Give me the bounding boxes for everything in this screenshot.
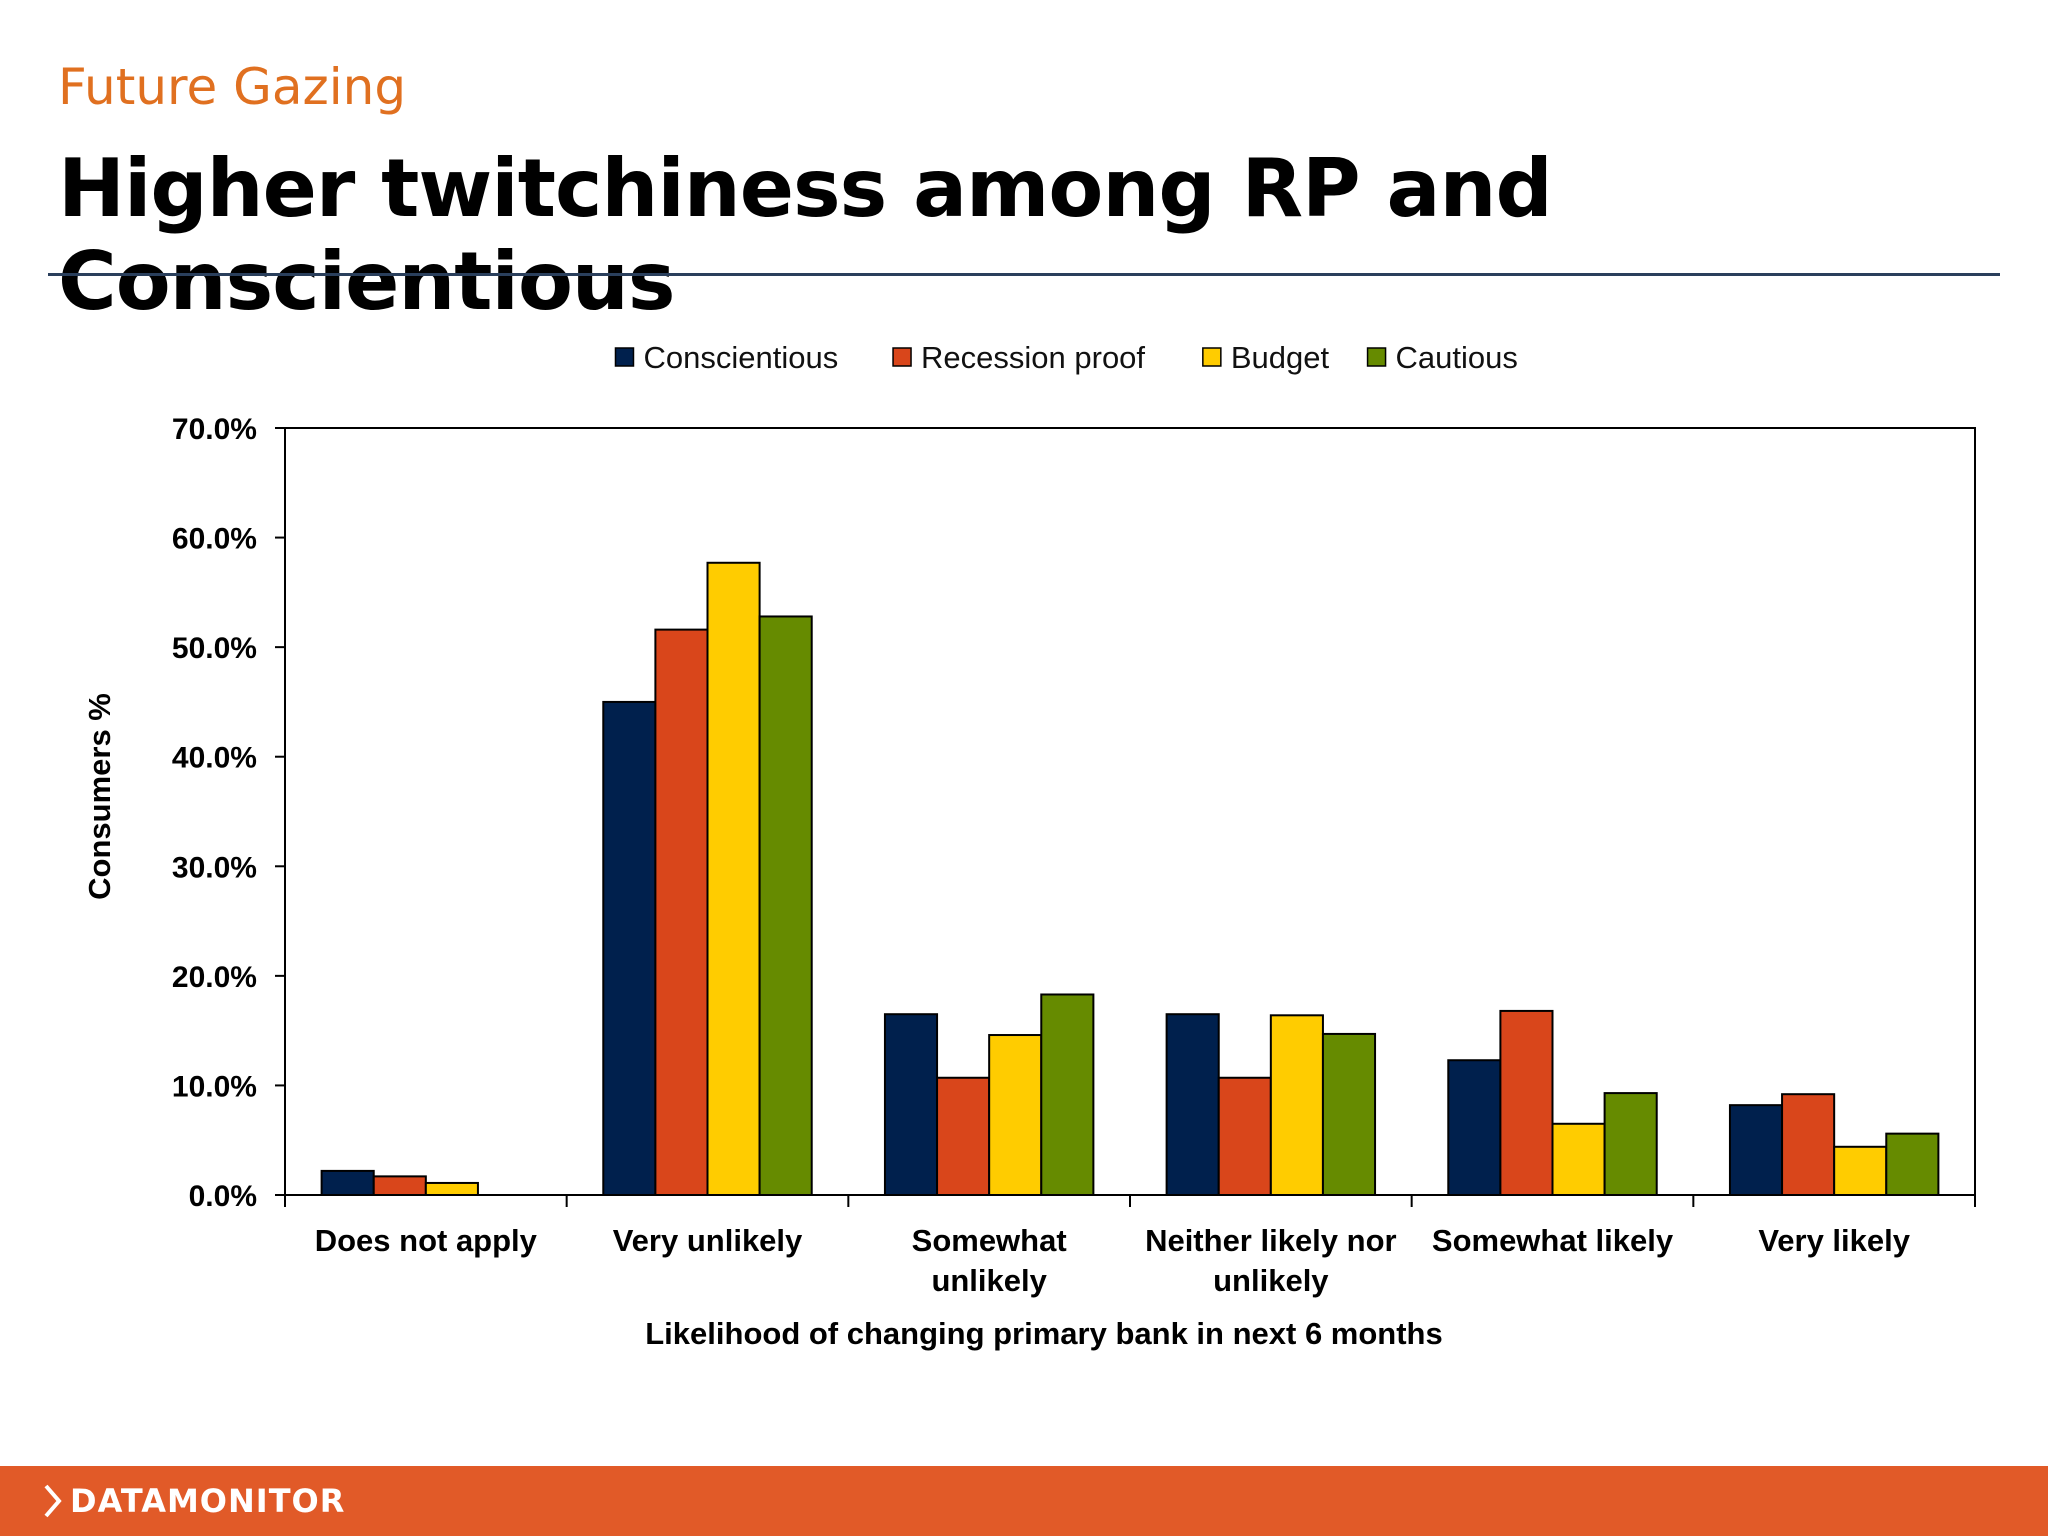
y-tick-label: 10.0% [172,1070,257,1103]
legend-swatch [1202,347,1222,367]
legend-swatch [1366,347,1387,367]
bar-recession-proof [1781,1093,1836,1196]
bar-budget [1551,1122,1606,1196]
x-axis: Does not apply Very unlikely Somewhat unlik… [284,1195,1976,1298]
bar-conscientious [1447,1059,1502,1197]
legend-label: Cautious [1396,340,1518,375]
x-tick-label: Neither likely nor unlikely [1145,1223,1397,1298]
chart-legend: Conscientious Recession proof Budget Cautio… [614,340,1518,375]
y-axis-label: Consumers % [82,693,117,900]
y-tick-label: 30.0% [172,851,257,884]
bar-cautious [1603,1092,1658,1196]
x-tick-label: Somewhat likely [1432,1223,1674,1258]
plot-frame [284,427,1976,1196]
bar-recession-proof [936,1076,991,1196]
bar-budget [988,1034,1043,1196]
bar-cautious [758,615,813,1197]
bar-cautious [1885,1132,1940,1197]
bar-conscientious [1165,1013,1220,1197]
section-kicker: Future Gazing [58,58,407,116]
chevron-right-icon [44,1484,62,1518]
y-tick-label: 0.0% [189,1180,257,1213]
legend-swatch [614,347,635,367]
bar-budget [706,561,761,1197]
x-axis-label: Likelihood of changing primary bank in n… [645,1316,1442,1351]
brand-name: DATAMONITOR [70,1482,346,1520]
y-tick-label: 40.0% [172,742,257,775]
bar-recession-proof [1499,1009,1554,1196]
bar-recession-proof [372,1175,427,1197]
bar-cautious [1321,1032,1377,1196]
bar-cautious [1040,993,1095,1197]
bar-recession-proof [654,628,709,1196]
x-tick-label: Somewhat unlikely [912,1223,1067,1298]
y-tick-label: 70.0% [172,413,257,446]
legend-label: Conscientious [643,340,838,375]
legend-label: Recession proof [921,340,1145,375]
bar-recession-proof [1217,1076,1272,1196]
bar-conscientious [320,1169,375,1197]
bar-conscientious [883,1013,939,1197]
x-tick-label: Does not apply [315,1223,538,1258]
x-tick-label: Very unlikely [613,1223,803,1258]
bar-budget [1833,1145,1888,1197]
slide-title: Higher twitchiness among RP and Conscien… [58,142,1553,328]
legend-label: Budget [1231,340,1330,375]
y-tick-label: 20.0% [172,961,257,994]
x-tick-label: Very likely [1758,1223,1910,1258]
bar-conscientious [1728,1104,1784,1196]
bar-chart: Conscientious Recession proof Budget Cautio… [82,340,1976,1351]
y-tick-label: 60.0% [172,523,257,556]
legend-swatch [892,347,912,367]
y-tick-label: 50.0% [172,632,257,665]
title-divider [48,273,2000,276]
brand-logo: DATAMONITOR [42,1482,345,1520]
bar-conscientious [602,700,657,1196]
y-axis: 0.0% 10.0% 20.0% 30.0% 40.0% 50.0% 60.0% 70.0% [172,413,285,1213]
bar-budget [1269,1014,1324,1196]
plot-area [284,427,1976,1197]
footer-bar [0,1466,2048,1536]
bar-budget [424,1181,479,1197]
